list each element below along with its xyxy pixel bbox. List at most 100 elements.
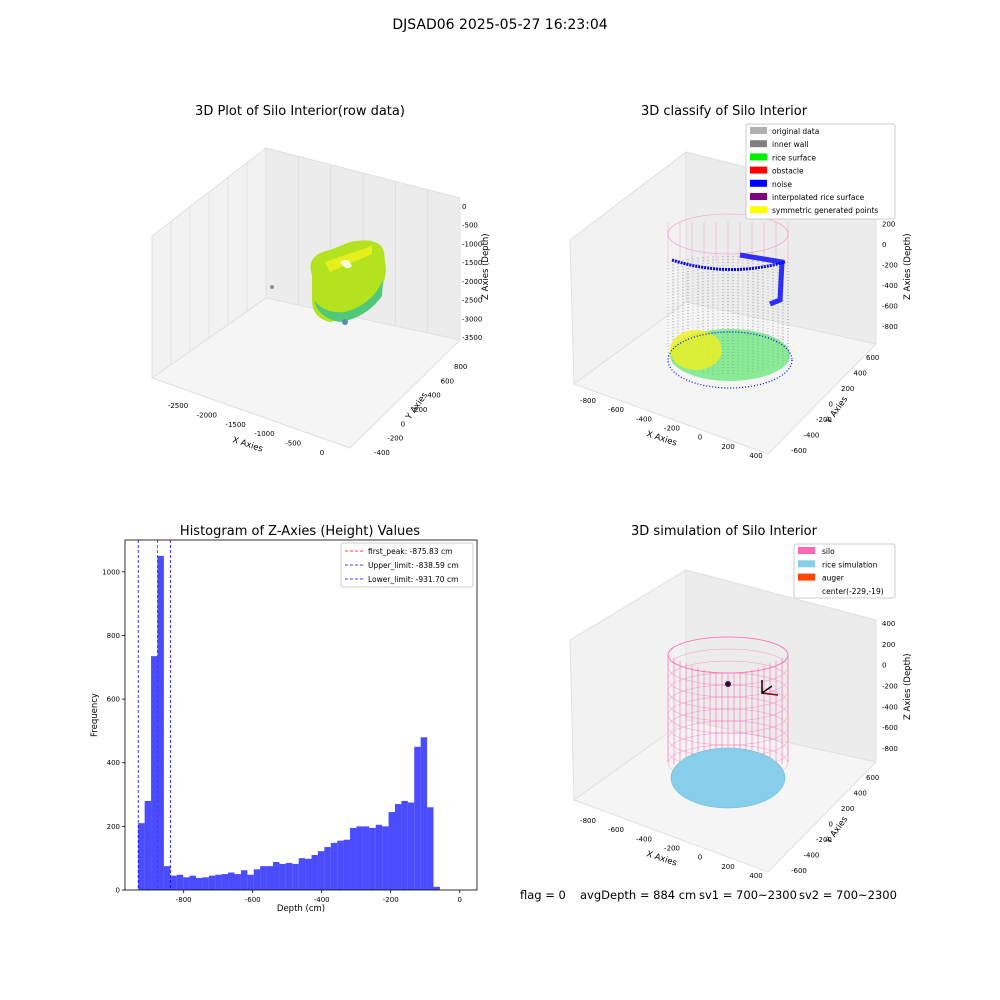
classify-plot-title: 3D classify of Silo Interior [640, 104, 808, 119]
simulation-y-tick: 400 [854, 790, 867, 798]
histogram-bar [189, 875, 196, 890]
legend-swatch [750, 179, 767, 187]
classify-legend-entry: interpolated rice surface [750, 193, 865, 202]
simulation-x-tick: 0 [698, 854, 702, 862]
histogram-bar [305, 858, 312, 890]
histogram-bar [343, 839, 351, 890]
classify-z-label: Z Axies (Depth) [903, 233, 913, 300]
histogram-y-tick: 200 [107, 823, 120, 831]
histogram-x-tick: -600 [245, 896, 261, 904]
simulation-auger [725, 680, 779, 696]
raw-plot-title: 3D Plot of Silo Interior(row data) [195, 104, 405, 119]
histogram-bar [350, 827, 357, 890]
histogram-legend-label: Lower_limit: -931.70 cm [368, 575, 458, 584]
raw-z-tick: -2500 [462, 297, 482, 305]
legend-swatch [750, 153, 767, 161]
histogram-x-tick: 0 [458, 896, 462, 904]
classify-y-tick: -200 [816, 416, 832, 424]
histogram-bar [208, 875, 216, 890]
classify-y-label: Y Axies [824, 394, 851, 426]
simulation-plot-title: 3D simulation of Silo Interior [631, 524, 817, 539]
raw-z-label: Z Axies (Depth) [481, 233, 491, 300]
raw-x-tick: -500 [285, 440, 301, 448]
simulation-legend-entry: auger [798, 573, 845, 583]
histogram-bar [433, 886, 440, 890]
histogram-bar [266, 866, 274, 890]
classify-x-tick: 0 [698, 434, 702, 442]
histogram-bar [330, 842, 338, 890]
histogram-bar [260, 866, 267, 890]
histogram-legend-label: first_peak: -875.83 cm [368, 547, 452, 556]
simulation-y-tick: -400 [804, 852, 820, 860]
simulation-x-tick: -800 [580, 817, 596, 825]
classify-x-tick: 400 [749, 452, 762, 460]
classify-y-tick: 200 [841, 385, 854, 393]
histogram-bar [427, 807, 434, 890]
histogram-bar [369, 827, 376, 890]
simulation-z-tick: 200 [882, 641, 895, 649]
classify-z-tick: -400 [882, 282, 898, 290]
histogram-bar [163, 866, 171, 890]
classify-z-tick: -600 [882, 303, 898, 311]
status-avg-depth: avgDepth = 884 cm [580, 888, 697, 902]
classify-point-cloud [667, 213, 793, 389]
raw-x-tick: -2000 [197, 411, 217, 419]
raw-y-tick: -200 [387, 435, 403, 443]
histogram-x-tick: -400 [314, 896, 330, 904]
simulation-y-tick: 200 [841, 805, 854, 813]
simulation-legend [793, 543, 896, 599]
classify-legend-label: inner wall [772, 140, 809, 149]
histogram-bar [215, 874, 222, 890]
histogram-bar [324, 847, 331, 890]
simulation-legend-entry: silo [798, 547, 835, 556]
raw-point-cloud [270, 240, 386, 325]
raw-y-tick: 0 [401, 420, 405, 428]
raw-x-tick: 0 [320, 449, 324, 457]
histogram-bar [273, 862, 280, 890]
figure-title: DJSAD06 2025-05-27 16:23:04 [392, 17, 608, 33]
legend-swatch [798, 560, 815, 568]
simulation-x-tick: -200 [664, 845, 680, 853]
raw-z-tick: 0 [462, 203, 466, 211]
simulation-rice-surface [670, 747, 786, 809]
simulation-legend-label: rice simulation [822, 560, 878, 569]
histogram-bar [195, 877, 203, 890]
classify-y-tick: -600 [791, 447, 807, 455]
histogram-bar [228, 872, 235, 890]
simulation-x-tick: 200 [721, 863, 734, 871]
histogram-bar [298, 858, 306, 890]
histogram-bar [356, 826, 363, 890]
histogram-bar [247, 874, 254, 890]
histogram-legend-entry: Lower_limit: -931.70 cm [345, 575, 458, 584]
histogram-bar [375, 824, 383, 890]
raw-y-tick: 600 [441, 377, 454, 385]
simulation-z-tick: -200 [882, 683, 898, 691]
histogram-bar [407, 802, 415, 890]
classify-legend-label: noise [772, 180, 792, 189]
classify-y-tick: 600 [866, 354, 879, 362]
histogram-reference-lines [137, 540, 171, 890]
histogram-bar [176, 874, 184, 890]
classify-x-ticks: -800 -600 -400 -200 0 200 400 [580, 397, 763, 460]
histogram-legend-label: Upper_limit: -838.59 cm [368, 561, 459, 570]
classify-legend-entry: original data [750, 127, 819, 136]
histogram-bar [337, 840, 344, 890]
simulation-z-tick: -400 [882, 703, 898, 711]
histogram-bar [240, 870, 248, 890]
classify-z-tick: -200 [882, 262, 898, 270]
simulation-legend-label: silo [822, 547, 835, 556]
simulation-z-tick: 0 [882, 662, 886, 670]
histogram-y-tick: 0 [116, 887, 120, 895]
simulation-z-label: Z Axies (Depth) [903, 653, 913, 720]
simulation-x-ticks: -800 -600 -400 -200 0 200 400 [580, 817, 763, 880]
simulation-z-tick: 400 [882, 620, 895, 628]
histogram-bar [157, 555, 164, 890]
legend-swatch [798, 547, 815, 554]
simulation-x-tick: -600 [608, 826, 624, 834]
legend-swatch [750, 140, 767, 148]
histogram-bar [234, 874, 241, 890]
histogram-bar [253, 869, 261, 890]
legend-swatch [750, 193, 767, 200]
